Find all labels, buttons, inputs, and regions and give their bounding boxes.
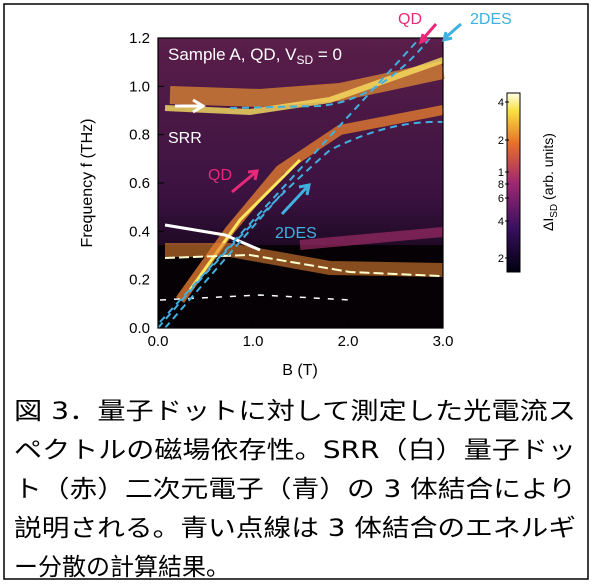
caption-line: ペクトルの磁場依存性。SRR（白）量子ドッ <box>14 436 576 464</box>
figure: Sample A, QD, VSD = 0 SRR QD 2DES QD 2DE… <box>0 0 592 583</box>
colorbar-tick-label: 2 <box>498 253 504 265</box>
x-tick-label: 1.0 <box>243 333 264 350</box>
y-tick-label: 1.0 <box>129 78 150 95</box>
y-tick-label: 1.2 <box>129 30 150 47</box>
colorbar <box>507 93 520 272</box>
colorbar-tick-label: 1 <box>498 167 504 179</box>
x-axis-label: B (T) <box>282 362 318 379</box>
caption-line: 説明される。青い点線は 3 体結合のエネルギ <box>14 514 576 542</box>
colorbar-label: ΔISD (arb. units) <box>540 133 560 231</box>
caption-line: ー分散の計算結果。 <box>14 553 230 581</box>
caption-line: 図 3．量子ドットに対して測定した光電流ス <box>14 397 576 425</box>
colorbar-tick-label: 8 <box>498 179 504 191</box>
colorbar-tick-label: 4 <box>498 216 504 228</box>
y-tick-label: 0.8 <box>129 127 150 144</box>
y-tick-label: 0.4 <box>129 223 150 240</box>
top-2des-label: 2DES <box>470 11 512 28</box>
x-tick-label: 0.0 <box>148 333 169 350</box>
colorbar-tick-label: 4 <box>498 97 504 109</box>
colorbar-tick-label: 2 <box>498 135 504 147</box>
inset-title: Sample A, QD, VSD = 0 <box>168 45 342 67</box>
heatmap <box>158 38 443 328</box>
y-tick-label: 0.2 <box>129 272 150 289</box>
x-tick-label: 3.0 <box>433 333 454 350</box>
qd-label: QD <box>208 167 232 184</box>
top-qd-label: QD <box>398 11 422 28</box>
y-tick-label: 0.6 <box>129 175 150 192</box>
srr-label: SRR <box>168 130 202 147</box>
x-tick-label: 2.0 <box>338 333 359 350</box>
caption-line: ト（赤）二次元電子（青）の 3 体結合により <box>14 475 576 503</box>
y-axis-label: Frequency f (THz) <box>79 119 96 248</box>
colorbar-tick-label: 6 <box>498 193 504 205</box>
top-2des-arrow <box>444 24 461 40</box>
2des-label: 2DES <box>275 225 317 242</box>
